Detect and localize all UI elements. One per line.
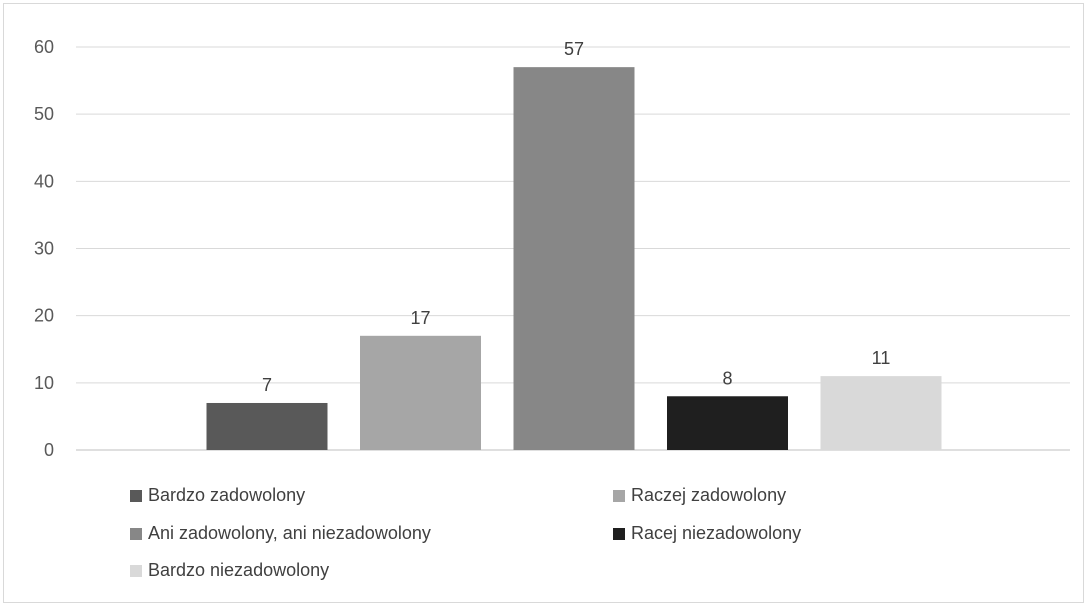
y-tick-label: 20 — [34, 306, 54, 326]
legend-item-raczej-zadowolony: Raczej zadowolony — [613, 485, 786, 506]
legend-swatch — [613, 527, 625, 540]
legend-label: Bardzo niezadowolony — [148, 560, 330, 580]
legend-label: Raczej zadowolony — [631, 485, 787, 505]
bar-chart: 0 10 20 30 40 50 60 7 17 57 8 11 — [34, 37, 1070, 460]
data-label: 7 — [262, 375, 272, 395]
y-tick-label: 50 — [34, 104, 54, 124]
legend-label: Ani zadowolony, ani niezadowolony — [148, 523, 431, 543]
legend-swatch — [613, 489, 625, 502]
legend-item-ani-zadowolony: Ani zadowolony, ani niezadowolony — [130, 523, 431, 544]
legend-swatch — [130, 564, 142, 577]
y-tick-label: 30 — [34, 239, 54, 259]
data-label: 11 — [872, 348, 891, 368]
legend-swatch — [130, 489, 142, 502]
bar — [820, 376, 942, 450]
y-tick-label: 40 — [34, 171, 54, 191]
y-tick-label: 10 — [34, 373, 54, 393]
bar — [667, 396, 788, 450]
legend-label: Racej niezadowolony — [631, 523, 802, 543]
legend-label: Bardzo zadowolony — [148, 485, 306, 505]
y-tick-label: 0 — [44, 440, 54, 460]
data-label: 8 — [722, 368, 732, 388]
legend-item-bardzo-zadowolony: Bardzo zadowolony — [130, 485, 305, 506]
legend-swatch — [130, 527, 142, 540]
bar — [513, 67, 635, 451]
legend-item-racej-niezadowolony: Racej niezadowolony — [613, 523, 801, 544]
chart-frame: 0 10 20 30 40 50 60 7 17 57 8 11 Bardzo zadowolony … — [3, 3, 1084, 603]
bar — [360, 335, 481, 450]
data-label: 17 — [410, 308, 430, 328]
data-label: 57 — [564, 39, 584, 59]
bar — [206, 402, 328, 450]
y-tick-label: 60 — [34, 37, 54, 57]
legend-item-bardzo-niezadowolony: Bardzo niezadowolony — [130, 560, 329, 581]
